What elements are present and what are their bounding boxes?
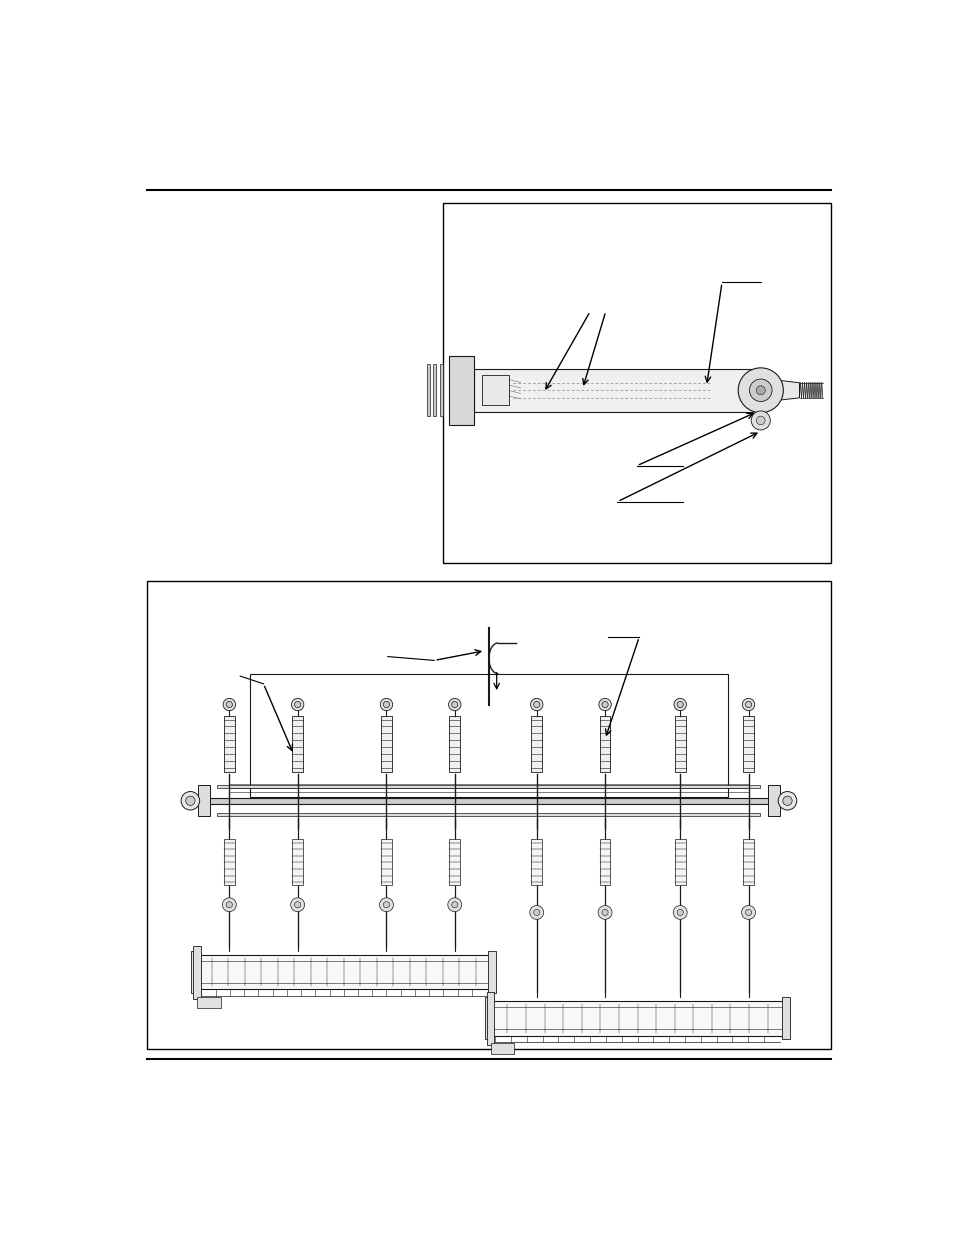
Bar	[531, 716, 541, 772]
Circle shape	[750, 411, 769, 430]
Circle shape	[294, 902, 300, 908]
Bar	[250, 674, 727, 797]
Bar	[217, 813, 760, 816]
Bar	[599, 716, 610, 772]
Circle shape	[598, 905, 612, 919]
Bar	[195, 955, 492, 989]
Bar	[449, 840, 459, 885]
Circle shape	[677, 701, 682, 708]
Circle shape	[451, 701, 457, 708]
Bar	[224, 840, 234, 885]
Bar	[197, 997, 220, 1008]
Bar	[147, 580, 830, 1049]
Circle shape	[222, 898, 236, 911]
Circle shape	[447, 898, 461, 911]
Bar	[474, 369, 752, 411]
Circle shape	[223, 698, 235, 710]
Circle shape	[738, 368, 782, 412]
Circle shape	[291, 898, 304, 911]
Circle shape	[673, 905, 686, 919]
Circle shape	[749, 379, 771, 401]
Bar	[439, 364, 442, 416]
Bar	[599, 840, 610, 885]
Bar	[380, 716, 392, 772]
Bar	[292, 840, 303, 885]
Bar	[488, 1002, 785, 1036]
Circle shape	[598, 698, 611, 710]
Bar	[531, 840, 541, 885]
Bar	[193, 946, 200, 999]
Bar	[449, 716, 459, 772]
Polygon shape	[752, 378, 799, 403]
Circle shape	[782, 797, 791, 805]
Circle shape	[533, 701, 539, 708]
Circle shape	[383, 902, 389, 908]
Circle shape	[379, 898, 393, 911]
Circle shape	[226, 701, 233, 708]
Circle shape	[744, 909, 751, 915]
Circle shape	[451, 902, 457, 908]
Circle shape	[529, 905, 543, 919]
Circle shape	[601, 701, 607, 708]
Circle shape	[778, 792, 796, 810]
Bar	[674, 716, 685, 772]
Circle shape	[383, 701, 389, 708]
Circle shape	[294, 701, 300, 708]
Bar	[217, 785, 760, 788]
Circle shape	[448, 698, 460, 710]
Bar	[767, 785, 779, 816]
Bar	[433, 364, 436, 416]
Bar	[488, 951, 496, 993]
Bar	[484, 997, 493, 1040]
Circle shape	[530, 698, 542, 710]
Bar	[202, 798, 775, 804]
Bar	[481, 375, 508, 405]
Circle shape	[533, 909, 539, 915]
Circle shape	[674, 698, 686, 710]
Circle shape	[677, 909, 682, 915]
Bar	[224, 716, 234, 772]
Circle shape	[291, 698, 303, 710]
Bar	[674, 840, 685, 885]
Circle shape	[744, 701, 751, 708]
Circle shape	[756, 416, 764, 425]
Bar	[442, 204, 830, 563]
Bar	[781, 997, 789, 1040]
Bar	[198, 785, 210, 816]
Bar	[427, 364, 430, 416]
Bar	[449, 356, 474, 425]
Circle shape	[741, 698, 754, 710]
Circle shape	[181, 792, 199, 810]
Bar	[486, 992, 494, 1045]
Circle shape	[601, 909, 607, 915]
Circle shape	[740, 905, 755, 919]
Bar	[742, 716, 753, 772]
Circle shape	[226, 902, 233, 908]
Circle shape	[186, 797, 194, 805]
Bar	[742, 840, 753, 885]
Bar	[192, 951, 199, 993]
Bar	[380, 840, 392, 885]
Bar	[491, 1044, 514, 1055]
Bar	[292, 716, 303, 772]
Circle shape	[756, 385, 764, 395]
Circle shape	[380, 698, 393, 710]
